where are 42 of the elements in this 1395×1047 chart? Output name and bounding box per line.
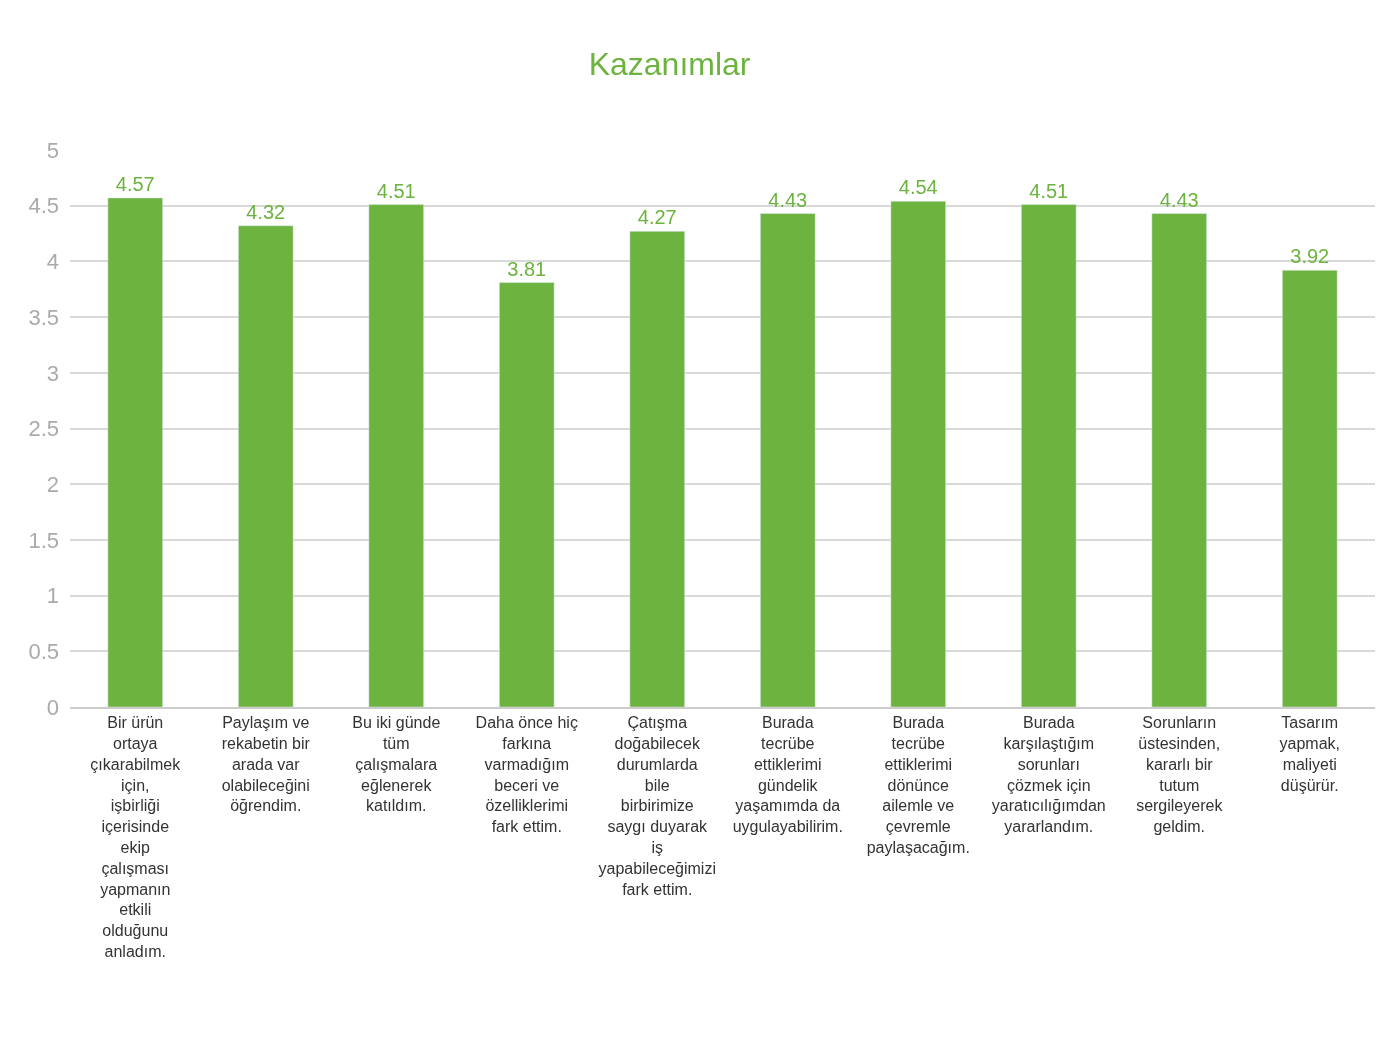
bar (1282, 270, 1338, 707)
y-tick-label: 0 (46, 694, 59, 720)
x-tick-label: Paylaşım ve rekabetin bir arada var olabileceğini öğrendim. (221, 714, 311, 815)
x-tick-label: Tasarım yapmak, maliyeti düşürür. (1279, 714, 1340, 794)
data-label: 4.57 (115, 172, 155, 195)
x-tick-label: Sorunların üstesinden, kararlı bir tutum sergileyerek geldim. (1136, 714, 1224, 836)
y-tick-label: 2.5 (28, 416, 59, 442)
x-tick-label: Bu iki günde tüm çalışmalara eğlenerek katıldım. (352, 714, 441, 815)
bar (629, 231, 685, 707)
data-label: 4.54 (898, 176, 938, 199)
bar (238, 225, 294, 707)
data-label: 4.32 (246, 200, 286, 223)
category-label: Çatışma doğabilecek durumlarda bile birbirimize saygı duyarak iş yapabileceğimizi fark ettim. (598, 714, 716, 898)
y-tick-label: 0.5 (28, 639, 59, 664)
data-label: 4.51 (1029, 179, 1069, 202)
y-tick-label: 1 (46, 583, 59, 609)
bar (760, 213, 816, 707)
data-label: 4.43 (768, 188, 808, 211)
y-tick-label: 4.5 (28, 193, 59, 219)
x-tick-label: Burada tecrübe ettiklerimi dönünce ailemle ve çevremle paylaşacağım. (866, 714, 970, 856)
y-tick-label: 5 (46, 137, 59, 163)
bar (890, 200, 946, 707)
x-tick-label: Burada karşılaştığım sorunları çözmek için yaratıcılığımdan yararlandım. (991, 714, 1106, 836)
data-label: 4.43 (1159, 188, 1199, 211)
bar (1151, 213, 1207, 707)
category-label: Bir ürün ortaya çıkarabilmek için, işbirliği içerisinde ekip çalışması yapmanın etkili olduğunu anladım. (90, 714, 181, 960)
y-tick-label: 2 (46, 471, 59, 497)
y-tick-label: 1.5 (28, 527, 59, 553)
x-tick-label: Daha önce hiç farkına varmadığım beceri ve özelliklerimi fark ettim. (475, 714, 578, 836)
data-label: 4.27 (637, 206, 677, 229)
y-tick-label: 3 (46, 360, 59, 386)
bar (107, 197, 163, 707)
bar (1021, 204, 1077, 707)
x-tick-label: Burada tecrübe ettiklerimi gündelik yaşamımda da uygulayabilirim. (732, 714, 843, 836)
chart-title: Kazanımlar (588, 45, 751, 82)
data-label: 3.81 (507, 257, 547, 280)
data-label: 3.92 (1290, 245, 1330, 268)
bar (499, 282, 555, 707)
data-label: 4.51 (376, 179, 416, 202)
y-tick-label: 4 (46, 249, 59, 275)
bar (368, 204, 424, 707)
y-tick-label: 3.5 (28, 304, 59, 330)
